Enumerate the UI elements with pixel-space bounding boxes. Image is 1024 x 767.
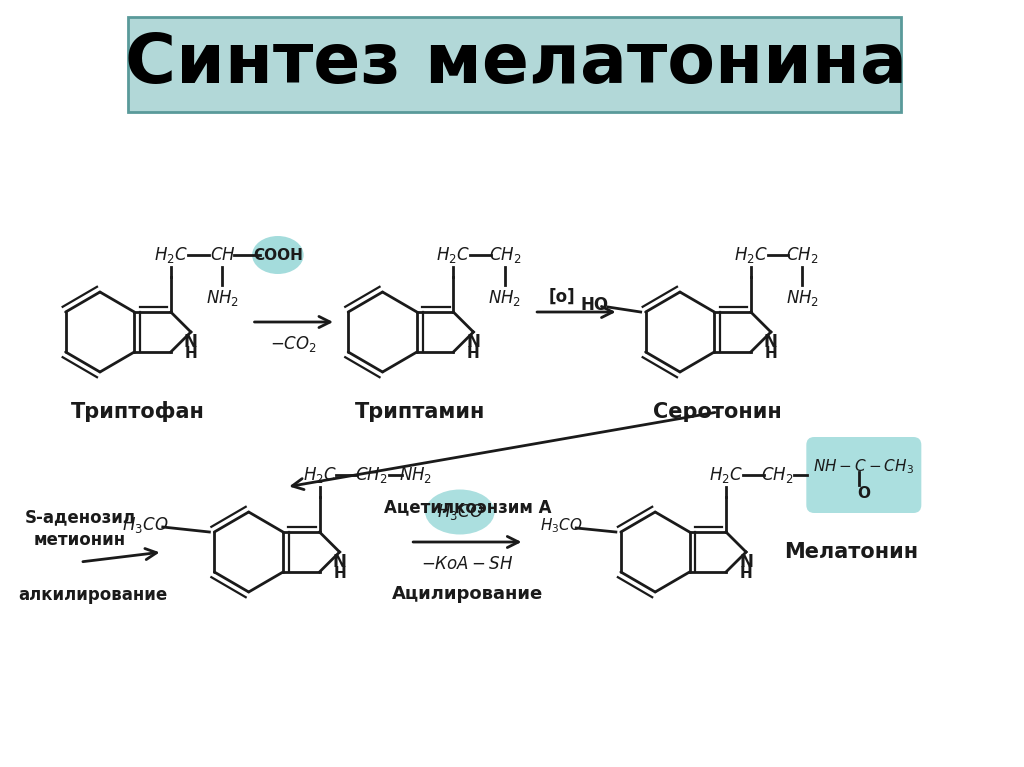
Text: H: H [739, 567, 753, 581]
Ellipse shape [425, 489, 495, 535]
Text: $CH_2$: $CH_2$ [762, 465, 794, 485]
Text: Ацилирование: Ацилирование [391, 585, 543, 603]
Text: $CH_2$: $CH_2$ [786, 245, 818, 265]
Text: $-КоА-SH$: $-КоА-SH$ [421, 555, 513, 573]
Text: HO: HO [580, 296, 608, 314]
Text: Ацетилкоэнзим А: Ацетилкоэнзим А [384, 498, 551, 516]
Text: $NH - C - CH_3$: $NH - C - CH_3$ [813, 458, 914, 476]
Text: Серотонин: Серотонин [653, 402, 782, 422]
FancyBboxPatch shape [128, 17, 901, 112]
Text: $H_2C$: $H_2C$ [436, 245, 470, 265]
Text: [o]: [o] [548, 288, 574, 306]
Text: H: H [333, 567, 346, 581]
Text: $CH_2$: $CH_2$ [355, 465, 387, 485]
Text: $H_3CO$: $H_3CO$ [436, 502, 483, 522]
Text: Мелатонин: Мелатонин [784, 542, 919, 562]
Text: N: N [184, 333, 198, 351]
Text: $H_2C$: $H_2C$ [709, 465, 743, 485]
Text: $NH_2$: $NH_2$ [206, 288, 239, 308]
Text: $H_2C$: $H_2C$ [154, 245, 187, 265]
Text: N: N [764, 333, 778, 351]
Text: $-CO_2$: $-CO_2$ [270, 334, 317, 354]
Text: N: N [739, 553, 753, 571]
Text: N: N [333, 553, 346, 571]
Text: $NH_2$: $NH_2$ [785, 288, 819, 308]
Text: $NH_2$: $NH_2$ [399, 465, 432, 485]
Text: H: H [467, 347, 480, 361]
Text: S-аденозил: S-аденозил [25, 508, 135, 526]
Text: $NH_2$: $NH_2$ [488, 288, 521, 308]
Ellipse shape [252, 236, 304, 274]
Text: Триптамин: Триптамин [355, 402, 485, 422]
Text: COOH: COOH [253, 248, 303, 262]
FancyBboxPatch shape [806, 437, 922, 513]
Text: алкилирование: алкилирование [18, 586, 168, 604]
Text: N: N [467, 333, 480, 351]
Text: H: H [184, 347, 198, 361]
Text: $H_3CO$: $H_3CO$ [122, 515, 168, 535]
Text: $CH_2$: $CH_2$ [488, 245, 521, 265]
Text: $H_2C$: $H_2C$ [734, 245, 768, 265]
Text: Триптофан: Триптофан [71, 401, 205, 423]
Text: $H_2C$: $H_2C$ [302, 465, 337, 485]
Text: $H_3CO$: $H_3CO$ [540, 517, 583, 535]
Text: H: H [765, 347, 777, 361]
Text: $CH$: $CH$ [210, 246, 236, 264]
Text: Синтез мелатонина: Синтез мелатонина [125, 31, 907, 97]
Text: метионин: метионин [34, 531, 126, 549]
Text: O: O [857, 486, 870, 501]
